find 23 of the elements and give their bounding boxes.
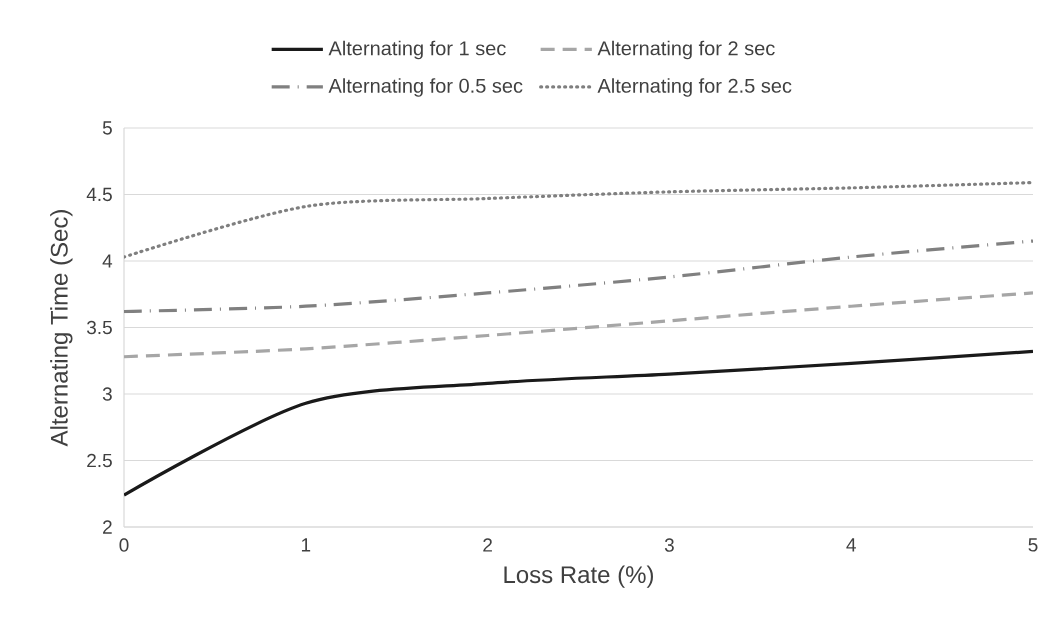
y-tick-label: 2.5	[87, 453, 112, 468]
y-tick-label: 5	[102, 121, 112, 135]
x-axis-title: Loss Rate (%)	[504, 565, 653, 588]
x-tick-label: 0	[119, 538, 129, 552]
legend-label: Alternating for 2.5 sec	[597, 78, 792, 97]
x-tick-label: 2	[483, 538, 492, 552]
y-tick-label: 4.5	[86, 187, 112, 202]
line-series	[124, 239, 1033, 314]
x-tick-label: 1	[301, 538, 311, 552]
legend-label: Alternating for 2 sec	[597, 40, 775, 60]
y-tick-label: 4	[102, 254, 113, 268]
x-tick-label: 3	[664, 538, 674, 552]
y-tick-label: 3.5	[86, 320, 112, 335]
y-tick-label: 3	[102, 387, 112, 401]
y-axis-title: Alternating Time (Sec)	[50, 210, 73, 447]
line-series	[124, 180, 1033, 259]
y-tick-label: 2	[103, 520, 112, 534]
x-tick-label: 4	[846, 538, 856, 552]
legend-label: Alternating for 0.5 sec	[328, 78, 523, 97]
x-tick-label: 5	[1028, 538, 1038, 552]
legend-label: Alternating for 1 sec	[328, 40, 506, 60]
line-series	[124, 291, 1033, 359]
line-series	[124, 349, 1033, 497]
